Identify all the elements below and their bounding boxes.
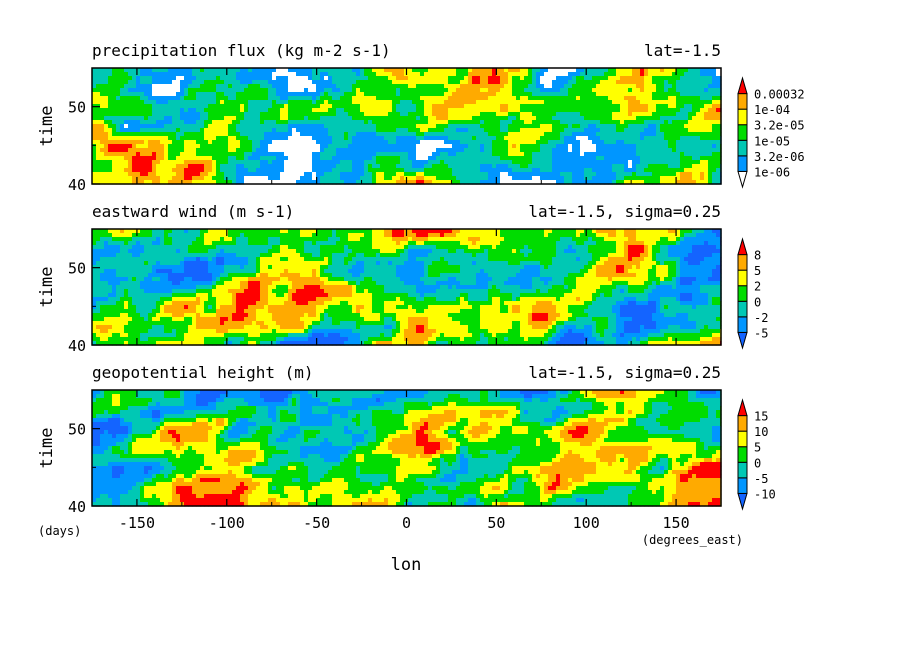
x-tick-label: -50 [303, 514, 330, 532]
colorbar-swatch [737, 237, 748, 256]
x-tick-label: 100 [573, 514, 600, 532]
y-tick-label: 50 [68, 421, 86, 439]
colorbar-swatch [737, 155, 748, 172]
panel-title: geopotential height (m) [92, 363, 314, 382]
colorbar-label: 0 [754, 456, 761, 470]
panel-title: precipitation flux (kg m-2 s-1) [92, 41, 391, 60]
y-axis-title: time [37, 428, 57, 469]
colorbar-label: 8 [754, 249, 761, 263]
x-tick-label: 150 [663, 514, 690, 532]
colorbar-swatch [737, 316, 748, 333]
y-tick-label: 40 [68, 176, 86, 194]
colorbar-swatch [737, 76, 748, 95]
colorbar-swatch [737, 398, 748, 417]
colorbar-label: -5 [754, 326, 768, 340]
colorbar-swatch [737, 108, 748, 126]
y-axis-units: (days) [38, 524, 81, 538]
colorbar-swatch [737, 415, 748, 432]
x-axis-units: (degrees_east) [642, 533, 743, 547]
colorbar-label: 1e-04 [754, 103, 790, 117]
colorbar-label: 5 [754, 441, 761, 455]
colorbar-swatch [737, 331, 748, 350]
x-tick-label: -150 [119, 514, 155, 532]
colorbar-swatch [737, 492, 748, 511]
colorbar-label: -2 [754, 311, 768, 325]
colorbar-label: 0 [754, 295, 761, 309]
colorbar-swatch [737, 170, 748, 189]
panel-title: eastward wind (m s-1) [92, 202, 294, 221]
y-tick-label: 50 [68, 260, 86, 278]
y-tick-label: 50 [68, 99, 86, 117]
y-tick-label: 40 [68, 498, 86, 516]
panel-annotation: lat=-1.5, sigma=0.25 [528, 363, 721, 382]
colorbar-swatch [737, 461, 748, 479]
x-tick-label: 0 [402, 514, 411, 532]
heatmap-field [92, 390, 722, 507]
colorbar-swatch [737, 139, 748, 157]
colorbar-label: 3.2e-05 [754, 119, 805, 133]
x-axis-title: lon [391, 555, 422, 575]
colorbar-swatch [737, 124, 748, 141]
colorbar-swatch [737, 285, 748, 302]
panel-annotation: lat=-1.5, sigma=0.25 [528, 202, 721, 221]
colorbar-label: 15 [754, 410, 768, 424]
heatmap-field [92, 68, 722, 185]
y-axis-title: time [37, 267, 57, 308]
colorbar-swatch [737, 446, 748, 463]
colorbar-label: 3.2e-06 [754, 150, 805, 164]
colorbar-label: -10 [754, 487, 776, 501]
colorbar-swatch [737, 254, 748, 271]
x-tick-label: -100 [209, 514, 245, 532]
colorbar-swatch [737, 269, 748, 287]
colorbar-swatch [737, 93, 748, 110]
colorbar-label: -5 [754, 472, 768, 486]
y-axis-title: time [37, 106, 57, 147]
heatmap-field [92, 229, 722, 346]
colorbar-label: 1e-06 [754, 165, 790, 179]
colorbar-label: 5 [754, 264, 761, 278]
colorbar-swatch [737, 477, 748, 494]
colorbar-label: 10 [754, 425, 768, 439]
colorbar-label: 2 [754, 280, 761, 294]
panel-annotation: lat=-1.5 [644, 41, 721, 60]
colorbar-swatch [737, 300, 748, 318]
y-tick-label: 40 [68, 337, 86, 355]
colorbar-swatch [737, 430, 748, 448]
colorbar-label: 1e-05 [754, 134, 790, 148]
x-tick-label: 50 [487, 514, 505, 532]
colorbar-label: 0.00032 [754, 88, 805, 102]
